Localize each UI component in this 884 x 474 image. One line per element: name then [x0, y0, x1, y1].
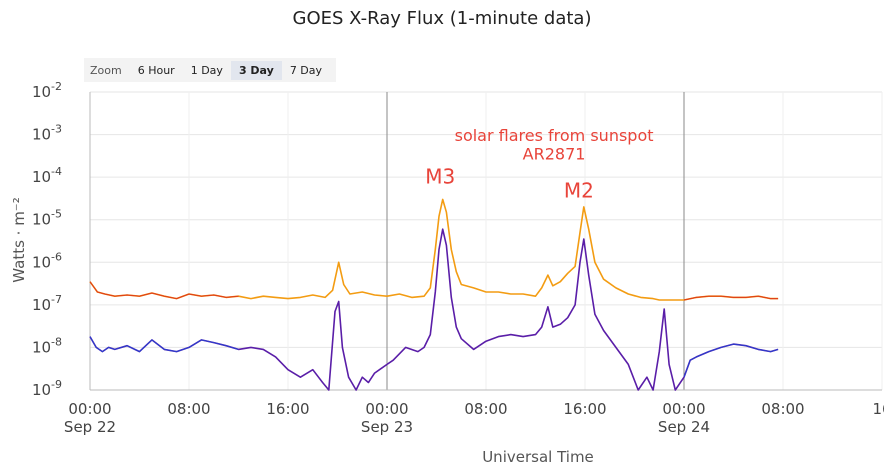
flare-label: M2 [564, 179, 594, 203]
zoom-toolbar: Zoom 6 Hour 1 Day 3 Day 7 Day [84, 58, 337, 82]
y-axis-ticks: 10-2 10-3 10-4 10-5 10-6 10-7 10-8 10-9 [32, 80, 62, 399]
x-date-label: Sep 24 [658, 418, 710, 436]
x-tick-label: 08:00 [761, 400, 804, 418]
zoom-1-day-button[interactable]: 1 Day [190, 63, 223, 77]
x-tick-label: 00:00 [662, 400, 705, 418]
y-tick-label: 10-7 [32, 293, 62, 314]
x-tick-label: 08:00 [167, 400, 210, 418]
plot-area [89, 92, 882, 391]
series-short [89, 228, 779, 391]
zoom-label: Zoom [90, 63, 122, 77]
series-accent-short [683, 343, 779, 378]
y-tick-label: 10-5 [32, 208, 62, 229]
x-axis-title: Universal Time [482, 448, 594, 466]
y-tick-label: 10-6 [32, 250, 62, 271]
flare-label: M3 [425, 165, 455, 189]
zoom-3-day-button[interactable]: 3 Day [230, 60, 282, 80]
day-separators [386, 92, 685, 390]
x-date-label: Sep 23 [361, 418, 413, 436]
series-accent-short [89, 336, 239, 353]
zoom-7-day-button[interactable]: 7 Day [289, 63, 323, 77]
series-accent-long [683, 295, 779, 301]
y-tick-label: 10-4 [32, 165, 62, 186]
y-axis-title: Watts · m⁻² [10, 197, 28, 283]
annotation-text: solar flares from sunspot [455, 126, 654, 145]
x-tick-label: 16:00 [266, 400, 309, 418]
y-tick-label: 10-9 [32, 378, 62, 399]
x-tick-label: 16 [872, 400, 884, 418]
series-line-long [89, 198, 779, 301]
series-layer [89, 198, 779, 391]
x-tick-label: 16:00 [563, 400, 606, 418]
x-date-label: Sep 22 [64, 418, 116, 436]
zoom-6-hour-button[interactable]: 6 Hour [137, 63, 175, 77]
chart-title: GOES X-Ray Flux (1-minute data) [292, 8, 592, 29]
x-tick-label: 00:00 [68, 400, 111, 418]
y-tick-label: 10-8 [32, 335, 62, 356]
x-tick-label: 08:00 [464, 400, 507, 418]
series-accent-long [89, 281, 239, 300]
x-tick-label: 00:00 [365, 400, 408, 418]
y-tick-label: 10-2 [32, 80, 62, 101]
annotation-text: AR2871 [523, 144, 586, 163]
y-tick-label: 10-3 [32, 123, 62, 144]
series-long [89, 198, 779, 301]
